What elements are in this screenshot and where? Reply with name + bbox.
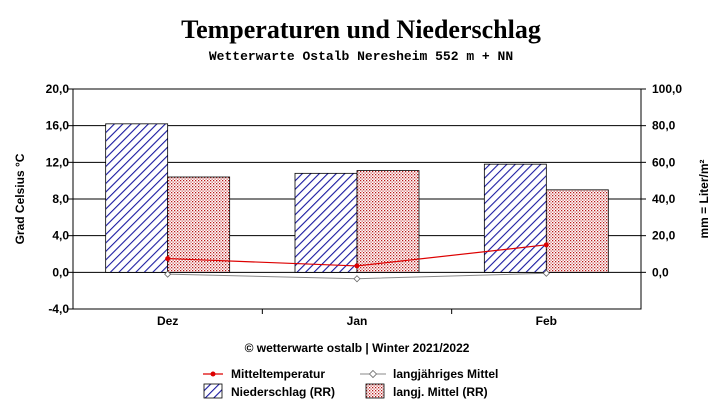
y-axis-left-ticks: -4,0 0,0 4,0 8,0 12,0 16,0 20,0 — [46, 82, 73, 316]
chart-title: Temperaturen und Niederschlag — [181, 15, 541, 44]
y-right-tick-label: 20,0 — [652, 229, 676, 243]
y-axis-right-label: mm = Liter/m² — [697, 159, 711, 238]
legend-item-langj-mittel-rr: langj. Mittel (RR) — [365, 383, 488, 399]
legend-label-niederschlag: Niederschlag (RR) — [231, 385, 335, 399]
point-mitteltemperatur — [165, 256, 171, 262]
x-tick-label: Jan — [347, 314, 368, 328]
y-left-tick-label: -4,0 — [48, 302, 69, 316]
x-tick-label: Dez — [157, 314, 178, 328]
series-lines — [164, 242, 550, 283]
bar-niederschlag — [105, 123, 169, 273]
y-left-tick-label: 8,0 — [52, 192, 69, 206]
hatch-swatch-icon — [203, 383, 223, 399]
dotted-swatch-icon — [365, 383, 385, 399]
legend-item-niederschlag: Niederschlag (RR) — [203, 383, 335, 399]
legend-item-langjaehriges-mittel: langjähriges Mittel — [360, 367, 498, 381]
bar-langj-mittel-rr — [167, 176, 231, 273]
chart-subtitle: Wetterwarte Ostalb Neresheim 552 m + NN — [209, 49, 513, 64]
y-axis-left-label: Grad Celsius °C — [13, 153, 27, 244]
legend-item-mitteltemperatur: Mitteltemperatur — [203, 367, 325, 381]
point-langjaehriges-mittel — [164, 270, 172, 278]
legend-label-langj-mittel-rr: langj. Mittel (RR) — [393, 385, 488, 399]
y-left-tick-label: 16,0 — [46, 119, 70, 133]
bar-langj-mittel-rr — [356, 170, 420, 273]
y-right-tick-label: 0,0 — [652, 265, 669, 279]
point-langjaehriges-mittel — [353, 275, 361, 283]
y-right-tick-label: 40,0 — [652, 192, 676, 206]
y-right-tick-label: 100,0 — [652, 82, 682, 96]
bars — [105, 123, 609, 273]
point-mitteltemperatur — [354, 263, 360, 269]
legend-label-mitteltemperatur: Mitteltemperatur — [231, 367, 325, 381]
red-dot-marker-icon — [210, 371, 216, 377]
point-mitteltemperatur — [543, 242, 549, 248]
y-right-tick-label: 80,0 — [652, 119, 676, 133]
copyright-footer: © wetterwarte ostalb | Winter 2021/2022 — [245, 341, 470, 355]
point-langjaehriges-mittel — [542, 269, 550, 277]
bar-niederschlag — [294, 172, 358, 273]
y-left-tick-label: 12,0 — [46, 155, 70, 169]
y-left-tick-label: 20,0 — [46, 82, 70, 96]
x-tick-label: Feb — [536, 314, 557, 328]
y-left-tick-label: 0,0 — [52, 265, 69, 279]
y-axis-right-ticks: 0,0 20,0 40,0 60,0 80,0 100,0 — [641, 82, 682, 279]
y-right-tick-label: 60,0 — [652, 155, 676, 169]
bar-niederschlag — [483, 163, 547, 273]
bar-langj-mittel-rr — [545, 189, 609, 273]
x-axis-ticks: Dez Jan Feb — [157, 309, 557, 328]
legend-label-langjaehriges-mittel: langjähriges Mittel — [393, 367, 498, 381]
diamond-marker-icon — [368, 369, 378, 379]
y-left-tick-label: 4,0 — [52, 229, 69, 243]
legend: Mitteltemperatur langjähriges Mittel Nie… — [203, 367, 498, 399]
